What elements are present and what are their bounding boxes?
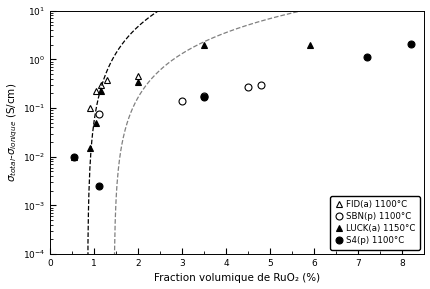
Legend: FID(a) 1100°C, SBN(p) 1100°C, LUCK(a) 1150°C, S4(p) 1100°C: FID(a) 1100°C, SBN(p) 1100°C, LUCK(a) 11… [330,196,420,250]
X-axis label: Fraction volumique de RuO₂ (%): Fraction volumique de RuO₂ (%) [154,273,320,284]
SBN(p) 1100°C [96,112,101,116]
LUCK(a) 1150°C [98,90,103,93]
S4(p) 1100°C [72,155,77,158]
LUCK(a) 1150°C [307,43,313,47]
S4(p) 1100°C [202,95,207,99]
S4(p) 1100°C [408,42,414,45]
Line: FID(a) 1100°C: FID(a) 1100°C [86,73,141,112]
LUCK(a) 1150°C [72,155,77,158]
LUCK(a) 1150°C [94,121,99,125]
FID(a) 1100°C [135,75,141,78]
S4(p) 1100°C [365,56,370,59]
FID(a) 1100°C [98,83,103,87]
Y-axis label: $\sigma_{total}$-$\sigma_{ionique}$ (S/cm): $\sigma_{total}$-$\sigma_{ionique}$ (S/c… [6,83,20,182]
LUCK(a) 1150°C [202,43,207,47]
FID(a) 1100°C [87,106,92,110]
SBN(p) 1100°C [259,83,264,87]
LUCK(a) 1150°C [87,147,92,150]
SBN(p) 1100°C [246,85,251,89]
FID(a) 1100°C [94,90,99,93]
SBN(p) 1100°C [180,99,185,103]
Line: S4(p) 1100°C: S4(p) 1100°C [71,40,415,190]
Line: SBN(p) 1100°C: SBN(p) 1100°C [95,81,265,118]
FID(a) 1100°C [105,78,110,81]
LUCK(a) 1150°C [135,80,141,83]
S4(p) 1100°C [96,184,101,188]
SBN(p) 1100°C [202,94,207,97]
Line: LUCK(a) 1150°C: LUCK(a) 1150°C [71,41,313,160]
